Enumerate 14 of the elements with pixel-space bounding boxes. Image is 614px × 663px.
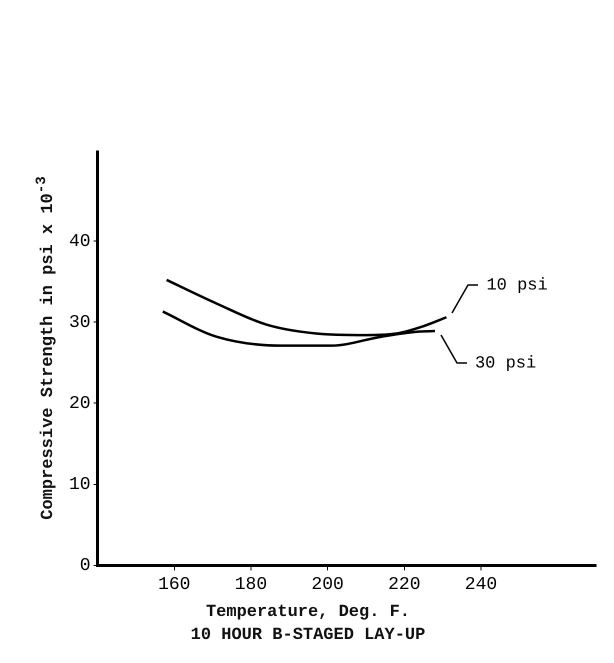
x-tick-label: 220 <box>388 574 421 595</box>
text: 10 HOUR B-STAGED LAY-UP <box>190 626 426 645</box>
y-tick-label: 40 <box>68 232 91 252</box>
x-axis-title: Temperature, Deg. F. <box>204 603 412 622</box>
annotation: 10 psi <box>486 276 548 296</box>
y-tick-label: 20 <box>68 394 91 414</box>
y-tick-label: 30 <box>68 312 91 333</box>
x-tick-label: 200 <box>311 574 344 595</box>
x-tick-label: 160 <box>158 574 190 595</box>
x-tick-label: 180 <box>234 574 268 595</box>
x-tick-label: 240 <box>464 574 498 595</box>
annotation: 30 psi <box>474 354 536 374</box>
y-tick-label: 0 <box>80 556 91 576</box>
y-tick-label: 10 <box>68 475 91 496</box>
